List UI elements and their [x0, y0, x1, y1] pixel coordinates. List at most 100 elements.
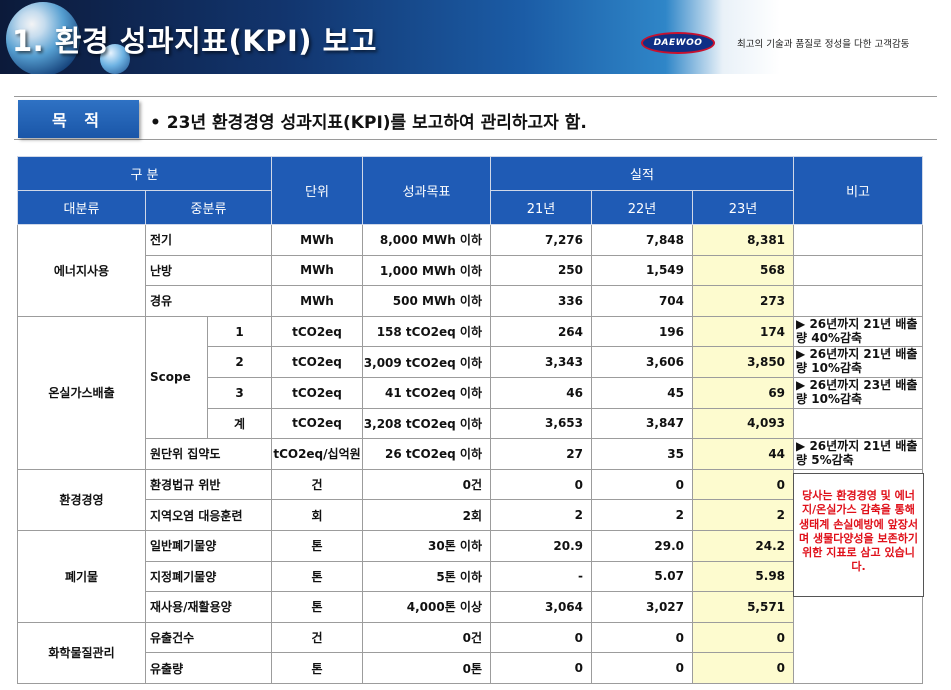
row-target: 8,000 MWh 이하: [362, 224, 491, 256]
row-y23: 0: [691, 621, 795, 654]
group-energy: 에너지사용: [17, 224, 146, 317]
row-y21: 46: [490, 376, 592, 409]
row-y22: 3,606: [591, 346, 693, 378]
table-row: 경유 MWh 500 MWh 이하 336 704 273: [18, 285, 924, 317]
header-y23: 23년: [691, 190, 795, 225]
header-y21: 21년: [490, 190, 592, 225]
row-y21: 0: [490, 652, 592, 684]
header-minor: 중분류: [145, 190, 272, 225]
row-y22: 29.0: [591, 529, 693, 562]
row-target: 3,208 tCO2eq 이하: [362, 407, 491, 440]
row-unit: tCO2eq: [271, 315, 363, 348]
table-row: 환경경영 환경법규 위반 건 0건 0 0 0: [17, 468, 924, 684]
daewoo-logo: DAEWOO: [641, 32, 715, 54]
row-y23: 5,571: [691, 591, 795, 623]
row-y22: 3,027: [591, 591, 693, 623]
table-row: 재사용/재활용양 톤 4,000톤 이상 3,064 3,027 5,571: [18, 591, 923, 623]
group-chem: 화학물질관리: [17, 621, 146, 684]
row-y23: 273: [691, 285, 795, 317]
slogan: 최고의 기술과 품질로 정성을 다한 고객감동: [737, 39, 910, 50]
row-y22: 704: [591, 285, 693, 317]
row-y23: 0: [691, 652, 795, 684]
row-sub: 유출량: [145, 652, 272, 684]
row-target: 26 tCO2eq 이하: [362, 438, 491, 470]
row-y22: 0: [591, 621, 693, 654]
row-unit: tCO2eq: [271, 407, 363, 440]
header-major: 대분류: [17, 190, 146, 225]
row-unit: 톤: [271, 560, 363, 593]
table-row: 화학물질관리 유출건수 건 0건 0 0 0: [17, 621, 923, 684]
row-sub: 유출건수: [145, 621, 272, 654]
table-row: 에너지사용 전기 MWh 8,000 MWh 이하 7,276 7,848 8,…: [17, 224, 924, 317]
row-unit: MWh: [271, 224, 363, 256]
row-note: [793, 224, 924, 256]
row-sub: 환경법규 위반: [145, 468, 272, 501]
table-row: 지정폐기물양 톤 5톤 이하 - 5.07 5.98: [18, 560, 923, 593]
table-row: 지역오염 대응훈련 회 2회 2 2 2: [18, 499, 923, 531]
row-unit: 건: [271, 621, 363, 654]
row-sub: 1: [207, 315, 272, 348]
row-target: 1,000 MWh 이하: [362, 254, 491, 287]
header-unit: 단위: [271, 156, 363, 225]
row-target: 0건: [362, 468, 491, 501]
purpose-text: • 23년 환경경영 성과지표(KPI)를 보고하여 관리하고자 함.: [150, 113, 587, 133]
row-note: [793, 407, 924, 440]
row-note: ▶ 26년까지 21년 배출량 40%감축: [793, 315, 924, 348]
row-sub: 3: [207, 376, 272, 409]
remark-box: 당사는 환경경영 및 에너지/온실가스 감축을 통해 생태계 손실예방에 앞장서…: [793, 473, 924, 597]
row-sub: 원단위 집약도: [145, 438, 272, 470]
row-y21: 0: [490, 621, 592, 654]
row-y23: 174: [691, 315, 795, 348]
row-y23: 5.98: [691, 560, 795, 593]
row-y22: 3,847: [591, 407, 693, 440]
row-y22: 5.07: [591, 560, 693, 593]
table-row: 유출량 톤 0톤 0 0 0: [18, 652, 923, 684]
group-ghg: 온실가스배출: [17, 315, 146, 470]
row-y23: 44: [691, 438, 795, 470]
globe-graphic: [6, 2, 80, 74]
row-y22: 0: [591, 468, 693, 501]
row-unit: MWh: [271, 254, 363, 287]
row-unit: MWh: [271, 285, 363, 317]
row-y21: 336: [490, 285, 592, 317]
table-row: 온실가스배출 Scope 1 tCO2eq 158 tCO2eq 이하 264 …: [17, 315, 924, 470]
header-results: 실적: [489, 156, 795, 191]
row-sub: 경유: [145, 285, 272, 317]
row-target: 500 MWh 이하: [362, 285, 491, 317]
row-y21: 0: [490, 468, 592, 501]
row-unit: tCO2eq: [271, 376, 363, 409]
row-y22: 196: [591, 315, 693, 348]
row-unit: 회: [271, 499, 363, 531]
row-unit: tCO2eq/십억원: [271, 438, 363, 470]
row-target: 0건: [362, 621, 491, 654]
row-unit: 건: [271, 468, 363, 501]
row-y23: 24.2: [691, 529, 795, 562]
row-note: ▶ 26년까지 23년 배출량 10%감축: [793, 376, 924, 409]
row-y21: -: [490, 560, 592, 593]
row-y21: 7,276: [490, 224, 592, 256]
page-title: 1. 환경 성과지표(KPI) 보고: [12, 24, 377, 58]
row-sub: 난방: [145, 254, 272, 287]
row-y22: 35: [591, 438, 693, 470]
table-row: 계 tCO2eq 3,208 tCO2eq 이하 3,653 3,847 4,0…: [18, 407, 924, 440]
row-y21: 3,343: [490, 346, 592, 378]
row-y23: 568: [691, 254, 795, 287]
row-y21: 264: [490, 315, 592, 348]
row-y22: 45: [591, 376, 693, 409]
row-y21: 250: [490, 254, 592, 287]
row-y22: 7,848: [591, 224, 693, 256]
table-row: 3 tCO2eq 41 tCO2eq 이하 46 45 69 ▶ 26년까지 2…: [18, 376, 924, 409]
row-y23: 4,093: [691, 407, 795, 440]
row-target: 30톤 이하: [362, 529, 491, 562]
kpi-table: 구 분 단위 성과목표 실적 비고 대분류 중분류 21년 22년 23년 에너…: [17, 156, 924, 684]
row-sub: 지정폐기물양: [145, 560, 272, 593]
row-y21: 3,064: [490, 591, 592, 623]
scope-label: Scope: [145, 315, 208, 440]
row-y22: 0: [591, 652, 693, 684]
row-unit: tCO2eq: [271, 346, 363, 378]
row-y23: 2: [691, 499, 795, 531]
row-sub: 2: [207, 346, 272, 378]
purpose-row: [14, 96, 937, 140]
row-y23: 69: [691, 376, 795, 409]
row-sub: 전기: [145, 224, 272, 256]
